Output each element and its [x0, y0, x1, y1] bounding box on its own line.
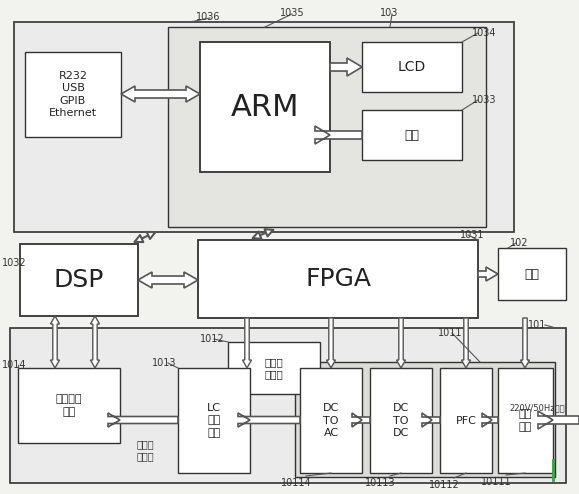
Bar — [10, 328, 566, 483]
Text: 1033: 1033 — [472, 95, 497, 105]
Text: DC
TO
AC: DC TO AC — [323, 403, 339, 438]
Polygon shape — [108, 413, 178, 427]
Text: 1036: 1036 — [196, 12, 221, 22]
Bar — [295, 362, 555, 477]
Text: 风扇: 风扇 — [525, 267, 540, 281]
Text: R232
USB
GPIB
Ethernet: R232 USB GPIB Ethernet — [49, 71, 97, 118]
Bar — [362, 110, 462, 160]
Text: 10114: 10114 — [281, 478, 312, 488]
Polygon shape — [422, 413, 440, 427]
Text: 1035: 1035 — [280, 8, 305, 18]
Bar — [20, 244, 138, 316]
Polygon shape — [521, 318, 530, 368]
Text: 10112: 10112 — [428, 480, 459, 490]
Text: 10113: 10113 — [365, 478, 395, 488]
Text: LC
滤波
电路: LC 滤波 电路 — [207, 403, 221, 438]
Polygon shape — [461, 318, 471, 368]
Polygon shape — [238, 413, 300, 427]
Text: 101: 101 — [528, 320, 547, 330]
Polygon shape — [482, 413, 498, 427]
Text: PFC: PFC — [456, 415, 477, 425]
Text: 1014: 1014 — [2, 360, 27, 370]
Polygon shape — [330, 58, 362, 76]
Polygon shape — [138, 272, 198, 288]
Polygon shape — [478, 267, 498, 281]
Text: 按键: 按键 — [405, 128, 420, 141]
Text: 1013: 1013 — [152, 358, 177, 368]
Bar — [362, 42, 462, 92]
Bar — [498, 248, 566, 300]
Text: 102: 102 — [510, 238, 529, 248]
Bar — [228, 342, 320, 394]
Bar — [168, 27, 486, 227]
Bar — [498, 368, 553, 473]
Polygon shape — [352, 413, 370, 427]
Text: 数据采集
模块: 数据采集 模块 — [56, 394, 82, 417]
Text: 1012: 1012 — [200, 334, 225, 344]
Polygon shape — [243, 318, 251, 368]
Bar — [198, 240, 478, 318]
Polygon shape — [50, 316, 60, 368]
Text: 全桥
整流: 全桥 整流 — [519, 410, 532, 432]
Bar — [440, 368, 492, 473]
Text: 1034: 1034 — [472, 28, 497, 38]
Text: 10111: 10111 — [481, 477, 511, 487]
Polygon shape — [121, 86, 200, 102]
Polygon shape — [397, 318, 405, 368]
Text: 220V/50Hz市电: 220V/50Hz市电 — [510, 404, 565, 412]
Text: ARM: ARM — [231, 92, 299, 122]
Text: FPGA: FPGA — [305, 267, 371, 291]
Text: DSP: DSP — [54, 268, 104, 292]
Text: 103: 103 — [380, 8, 398, 18]
Text: 高速数
据采集: 高速数 据采集 — [136, 439, 154, 461]
Text: DC
TO
DC: DC TO DC — [393, 403, 409, 438]
Bar — [178, 368, 250, 473]
Bar — [25, 52, 121, 137]
Text: 温度检
测电路: 温度检 测电路 — [265, 357, 283, 379]
Bar — [200, 42, 330, 172]
Text: 1032: 1032 — [2, 258, 27, 268]
Bar — [18, 368, 120, 443]
Bar — [300, 368, 362, 473]
Bar — [370, 368, 432, 473]
Text: 1031: 1031 — [460, 230, 485, 240]
Polygon shape — [538, 411, 579, 429]
Polygon shape — [90, 316, 100, 368]
Polygon shape — [315, 126, 362, 144]
Text: LCD: LCD — [398, 60, 426, 74]
Bar — [14, 22, 514, 232]
Text: 1011: 1011 — [438, 328, 463, 338]
Polygon shape — [327, 318, 335, 368]
